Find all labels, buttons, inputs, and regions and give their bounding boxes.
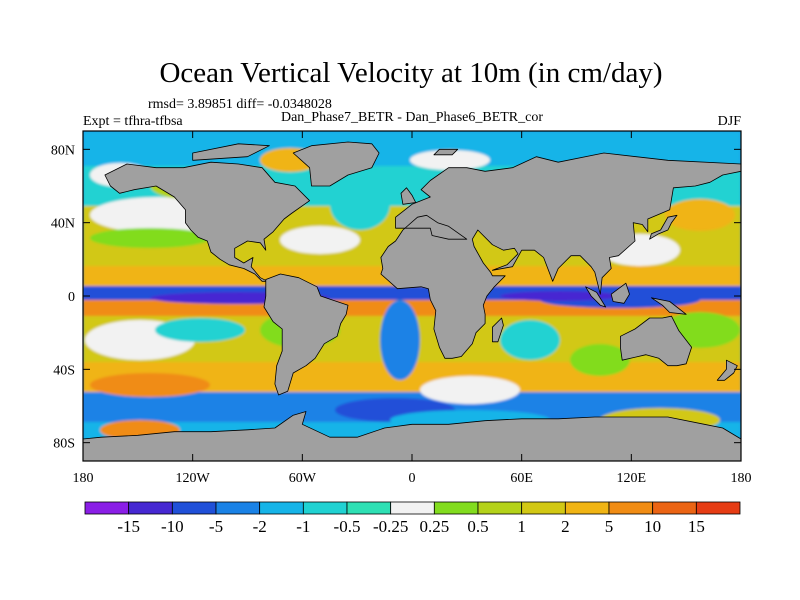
colorbar-swatch <box>171 501 217 515</box>
y-tick-label: 40S <box>53 363 75 378</box>
colorbar-swatch <box>302 501 348 515</box>
land-australia <box>620 315 692 367</box>
land-uk <box>400 187 417 205</box>
experiment-label: Expt = tfhra-tfbsa <box>83 114 183 129</box>
colorbar-swatch <box>564 501 610 515</box>
x-tick-label: 120W <box>176 471 211 486</box>
map-area <box>83 131 741 461</box>
colorbar-label: -15 <box>117 517 140 536</box>
colorbar-label: 2 <box>561 517 570 536</box>
colorbar-swatch <box>215 501 261 515</box>
y-tick-label: 80S <box>53 437 75 452</box>
land-antarctica <box>83 411 741 461</box>
land-north-america <box>104 161 311 282</box>
land-arctic-islands <box>192 143 270 161</box>
y-tick-label: 80N <box>51 143 75 158</box>
land-new-guinea <box>651 297 687 315</box>
colorbar-swatch <box>346 501 392 515</box>
x-tick-label: 120E <box>617 471 647 486</box>
colorbar-label: 1 <box>517 517 526 536</box>
colorbar-label: -2 <box>253 517 267 536</box>
land-svalbard <box>433 148 459 156</box>
colorbar-swatch <box>433 501 479 515</box>
x-tick-label: 180 <box>731 471 752 486</box>
y-tick-label: 0 <box>68 290 75 305</box>
land-south-america <box>263 273 349 396</box>
x-tick-label: 60E <box>510 471 533 486</box>
season-label: DJF <box>718 114 742 129</box>
colorbar-swatch <box>652 501 697 515</box>
land-japan <box>649 214 678 240</box>
colorbar-swatch <box>390 501 435 515</box>
land-new-zealand <box>716 359 738 381</box>
land-mass-layer <box>83 141 741 461</box>
land-eurasia-africa <box>380 152 741 359</box>
colorbar-swatch <box>128 501 173 515</box>
colorbar-label: -5 <box>209 517 223 536</box>
colorbar-swatch <box>477 501 523 515</box>
colorbar-label: 0.25 <box>419 517 449 536</box>
land-greenland <box>292 141 380 187</box>
colorbar-label: -0.25 <box>373 517 408 536</box>
y-axis: 80N 40N 0 40S 80S <box>51 143 741 452</box>
x-tick-label: 180 <box>73 471 94 486</box>
colorbar-label: 5 <box>605 517 614 536</box>
colorbar-swatch <box>521 501 566 515</box>
colorbar-swatch <box>84 501 130 515</box>
colorbar-swatch <box>695 501 741 515</box>
colorbar-label: -0.5 <box>334 517 361 536</box>
land-borneo <box>610 282 630 304</box>
colorbar-swatch <box>259 501 304 515</box>
comparison-label: Dan_Phase7_BETR - Dan_Phase6_BETR_cor <box>281 110 543 125</box>
colorbar-label: -1 <box>296 517 310 536</box>
x-tick-label: 60W <box>289 471 317 486</box>
land-sumatra <box>585 286 607 308</box>
colorbar-label: 15 <box>688 517 705 536</box>
colorbar-swatch <box>608 501 654 515</box>
y-tick-label: 40N <box>51 217 75 232</box>
chart-title: Ocean Vertical Velocity at 10m (in cm/da… <box>159 57 662 89</box>
stats-label: rmsd= 3.89851 diff= -0.0348028 <box>148 97 332 112</box>
x-tick-label: 0 <box>409 471 416 486</box>
colorbar-label: 10 <box>644 517 661 536</box>
colorbar-label: -10 <box>161 517 184 536</box>
land-madagascar <box>491 317 504 343</box>
colorbar-label: 0.5 <box>467 517 488 536</box>
x-axis: 180 120W 60W 0 60E 120E 180 <box>73 131 752 486</box>
colorbar: -15 -10 -5 -2 -1 -0.5 -0.25 0.25 0.5 1 2 5 10 15 <box>84 501 741 536</box>
